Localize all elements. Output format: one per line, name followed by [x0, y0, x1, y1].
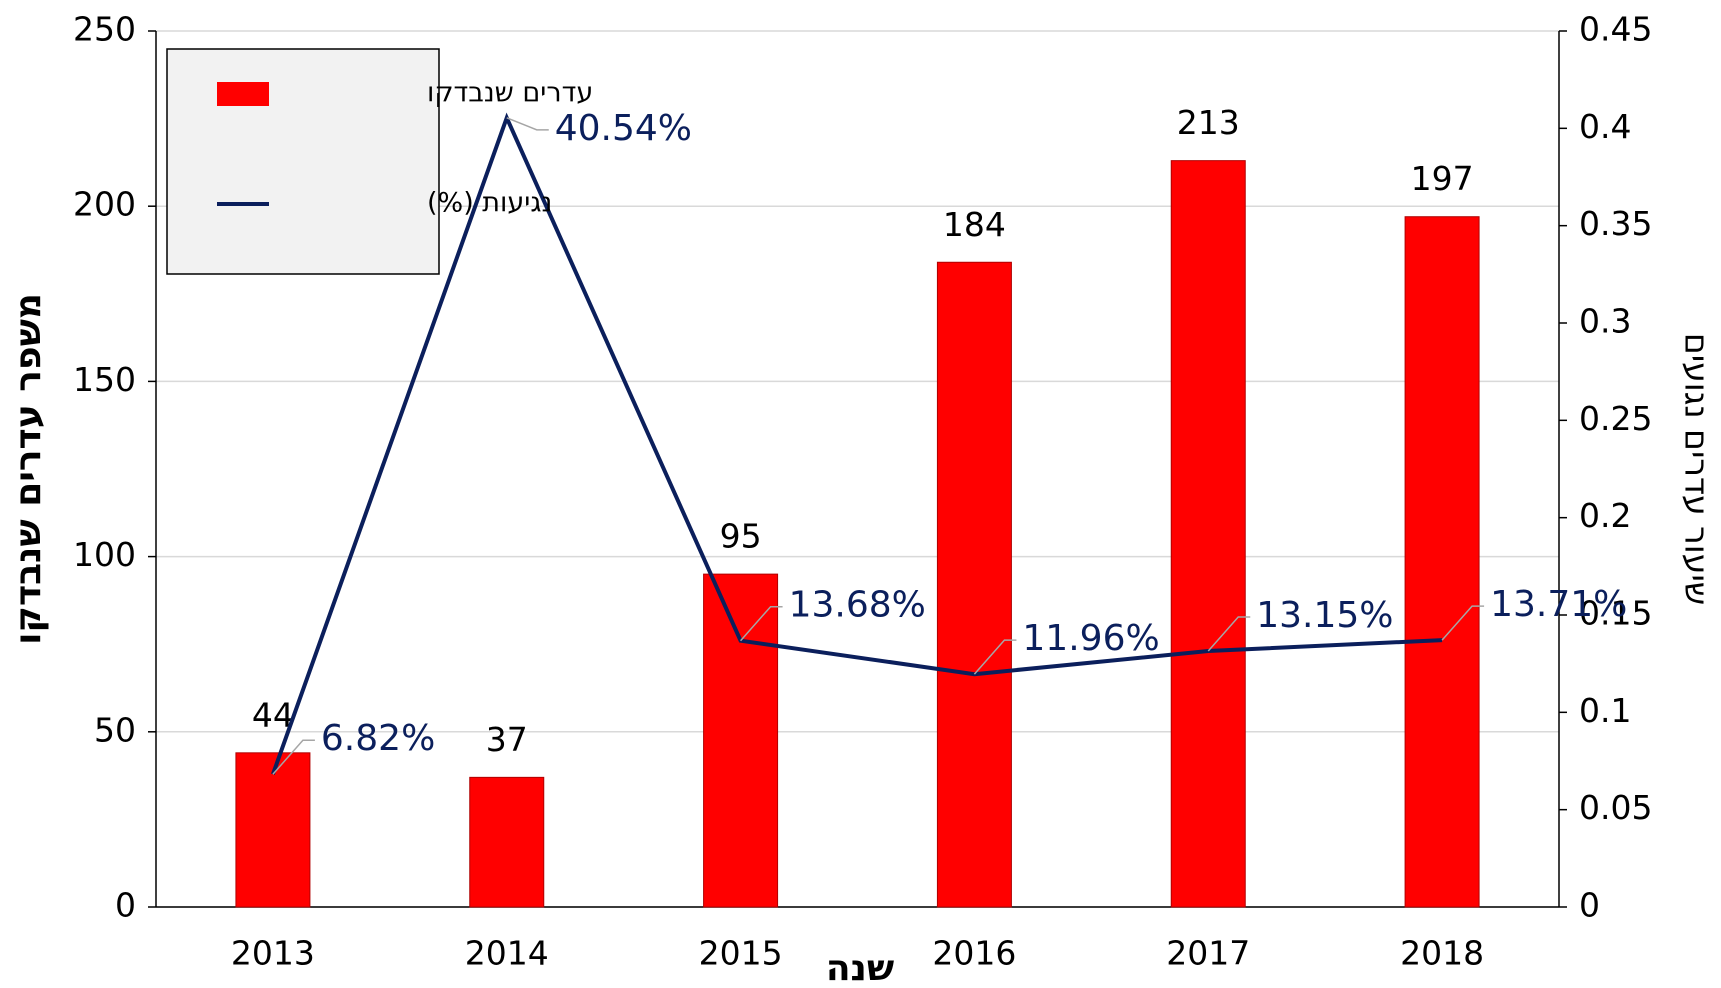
y2-tick-label: 0.1	[1579, 691, 1631, 730]
x-tick-label: 2013	[231, 934, 315, 973]
y-tick-label: 200	[73, 185, 136, 224]
bar-value-label: 37	[486, 720, 528, 759]
line-value-label: 11.96%	[1022, 618, 1159, 659]
bar	[469, 776, 545, 908]
bar	[1170, 160, 1246, 908]
leader-line	[272, 739, 315, 775]
x-tick-label: 2014	[465, 934, 549, 973]
y-tick-label: 100	[73, 535, 136, 574]
y2-tick-label: 0.25	[1579, 399, 1652, 438]
bar-value-label: 95	[720, 517, 762, 556]
legend-swatch	[217, 82, 269, 106]
line-value-label: 13.71%	[1490, 584, 1627, 625]
x-axis-title: שנה	[826, 948, 894, 988]
x-tick-label: 2018	[1400, 934, 1484, 973]
y2-tick-label: 0.2	[1579, 496, 1631, 535]
leader-line	[1441, 605, 1485, 641]
leader-line	[506, 117, 549, 131]
bar-value-label: 184	[943, 205, 1006, 244]
bar	[1404, 216, 1480, 908]
legend-label: עדרים שנבדקו	[427, 78, 593, 109]
y2-tick-label: 0.15	[1579, 594, 1652, 633]
y-tick-label: 250	[73, 10, 136, 49]
bar-value-label: 213	[1177, 103, 1240, 142]
line-value-label: 40.54%	[555, 108, 692, 149]
leader-line	[740, 605, 783, 642]
bar	[936, 261, 1012, 908]
leader-line	[1207, 616, 1251, 652]
y-tick-label: 50	[94, 710, 136, 749]
line	[271, 112, 1443, 775]
bar-value-label: 44	[252, 695, 294, 734]
y-tick-label: 0	[115, 886, 136, 925]
line-value-label: 6.82%	[321, 718, 435, 759]
legend-box	[166, 48, 440, 275]
y2-tick-label: 0.4	[1579, 107, 1631, 146]
y-tick-label: 150	[73, 360, 136, 399]
line-value-label: 13.68%	[789, 585, 926, 626]
legend-label: נגיעות (%)	[427, 188, 552, 219]
x-tick-label: 2017	[1166, 934, 1250, 973]
line-value-label: 13.15%	[1256, 595, 1393, 636]
bar-value-label: 197	[1411, 159, 1474, 198]
bar	[703, 573, 779, 908]
bar	[235, 752, 311, 908]
x-tick-label: 2015	[699, 934, 783, 973]
y2-axis-title: שיעור עדרים נגועים	[1678, 333, 1717, 605]
y2-tick-label: 0.45	[1579, 10, 1652, 49]
y-axis-title: משפר עדרים שנבדקו	[8, 293, 49, 645]
y2-tick-label: 0.05	[1579, 788, 1652, 827]
x-tick-label: 2016	[932, 934, 1016, 973]
y2-tick-label: 0.35	[1579, 204, 1652, 243]
y2-tick-label: 0	[1579, 886, 1600, 925]
leader-line	[973, 639, 1017, 675]
y2-tick-label: 0.3	[1579, 302, 1631, 341]
